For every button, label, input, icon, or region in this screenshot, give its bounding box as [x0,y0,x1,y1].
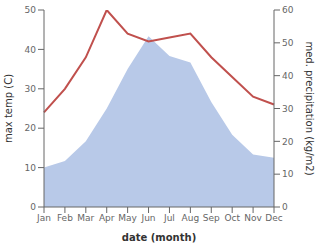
svg-text:40: 40 [25,45,37,55]
svg-text:0: 0 [282,202,288,212]
svg-text:May: May [118,213,137,223]
svg-text:Nov: Nov [244,213,262,223]
svg-text:max temp (C): max temp (C) [8,74,14,143]
svg-text:60: 60 [282,5,294,15]
svg-text:30: 30 [25,84,37,94]
svg-text:50: 50 [282,38,294,48]
svg-text:Jun: Jun [141,213,156,223]
svg-text:40: 40 [282,71,294,81]
svg-text:date (month): date (month) [122,232,196,243]
svg-text:Apr: Apr [99,213,115,223]
svg-text:Oct: Oct [224,213,240,223]
svg-text:Jan: Jan [36,213,51,223]
svg-text:20: 20 [25,123,37,133]
svg-text:Jul: Jul [163,213,175,223]
svg-text:Mar: Mar [77,213,94,223]
svg-text:20: 20 [282,137,294,147]
svg-text:Feb: Feb [57,213,73,223]
svg-text:30: 30 [282,104,294,114]
svg-text:Dec: Dec [265,213,282,223]
svg-text:med. precipitation (kg/m2): med. precipitation (kg/m2) [304,41,310,175]
svg-text:10: 10 [25,163,37,173]
svg-text:10: 10 [282,169,294,179]
svg-text:50: 50 [25,5,37,15]
svg-text:0: 0 [30,202,36,212]
svg-text:Aug: Aug [182,213,200,223]
svg-text:Sep: Sep [203,213,220,223]
